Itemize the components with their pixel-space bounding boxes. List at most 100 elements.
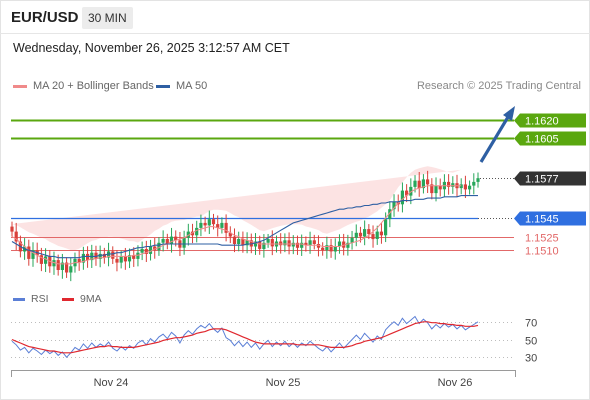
- candle-body: [375, 231, 379, 239]
- candle-body: [60, 262, 64, 270]
- candle-body: [304, 242, 308, 246]
- candle-body: [211, 219, 216, 225]
- candle-body: [283, 240, 287, 246]
- candle-body: [333, 246, 337, 252]
- candle-body: [136, 252, 140, 259]
- rsi-ma-line: [11, 321, 479, 354]
- candle-body: [325, 245, 329, 251]
- candle-body: [346, 242, 350, 248]
- candle-body: [430, 184, 434, 194]
- candle-body: [207, 219, 211, 226]
- pivot-tag-label-3: 1.1545: [525, 214, 559, 226]
- candle-body: [379, 231, 383, 236]
- pivot-tag-3: [514, 211, 586, 226]
- timestamp: Wednesday, November 26, 2025 3:12:57 AM …: [13, 41, 290, 55]
- candle-body: [39, 255, 43, 264]
- candle-body: [161, 239, 165, 243]
- candle-body: [451, 183, 455, 187]
- candle-body: [262, 242, 266, 249]
- candle-body: [241, 239, 245, 246]
- candle-body: [287, 240, 291, 247]
- ma20-line: [11, 185, 462, 265]
- candle-body: [77, 258, 81, 263]
- target-arrow-shaft: [479, 116, 510, 163]
- legend-rsi-label: RSI: [31, 293, 49, 305]
- candle-body: [358, 232, 363, 237]
- candle-body: [140, 249, 144, 253]
- candle-body: [119, 256, 123, 263]
- candle-body: [153, 246, 157, 251]
- candle-body: [295, 242, 300, 248]
- candle-body: [354, 232, 358, 238]
- candle-body: [417, 180, 421, 189]
- candle-body: [203, 222, 207, 226]
- candle-body: [10, 226, 14, 232]
- candle-body: [216, 224, 220, 228]
- candle-body: [384, 219, 388, 236]
- candle-body: [186, 231, 190, 238]
- candle-body: [409, 186, 413, 196]
- candle-body: [132, 255, 136, 259]
- candle-body: [459, 184, 463, 189]
- candle-body: [468, 185, 472, 190]
- candle-body: [157, 242, 161, 251]
- candle-body: [220, 222, 224, 228]
- candle-body: [44, 256, 48, 264]
- resistance-tag-label-0: 1.1620: [525, 116, 559, 128]
- symbol-label[interactable]: EUR/USD: [11, 9, 79, 26]
- target-arrow-head: [503, 106, 515, 121]
- candle-body: [329, 245, 333, 252]
- current-tag-2: [514, 171, 586, 186]
- candle-body: [65, 262, 69, 273]
- legend-9ma: 9MA: [62, 293, 102, 305]
- candle-body: [174, 236, 178, 241]
- legend-ma20-label: MA 20 + Bollinger Bands: [33, 80, 154, 92]
- candle-body: [56, 260, 60, 270]
- candle-body: [52, 260, 56, 267]
- timeframe-button[interactable]: 30 MIN: [82, 7, 133, 29]
- candle-body: [337, 241, 342, 247]
- rsi-swatch: [13, 297, 25, 301]
- candle-body: [182, 237, 186, 248]
- rsi-tick-label: 30: [525, 353, 537, 365]
- candle-body: [98, 253, 102, 259]
- candle-body: [195, 227, 199, 236]
- candle-body: [472, 181, 476, 186]
- candle-body: [148, 246, 153, 254]
- candle-body: [392, 201, 396, 210]
- candle-body: [31, 250, 35, 259]
- rsi-line: [11, 315, 479, 358]
- candle-body: [388, 209, 392, 220]
- candle-body: [232, 236, 237, 244]
- candle-body: [199, 222, 203, 228]
- candle-body: [421, 179, 425, 189]
- ma50-swatch: [156, 84, 170, 88]
- candle-body: [111, 251, 115, 259]
- candle-body: [228, 232, 232, 237]
- candle-body: [14, 231, 18, 242]
- candle-body: [123, 256, 127, 262]
- legend-ma50: MA 50: [156, 80, 207, 92]
- x-tick-label: Nov 26: [438, 377, 473, 389]
- candle-body: [312, 240, 316, 244]
- header-divider: [0, 33, 590, 34]
- candle-body: [308, 240, 312, 246]
- x-tick-label: Nov 24: [94, 377, 129, 389]
- candle-body: [426, 179, 430, 185]
- legend-9ma-label: 9MA: [80, 293, 102, 305]
- candle-body: [115, 258, 119, 263]
- resistance-tag-1: [514, 131, 586, 146]
- candle-body: [86, 253, 90, 261]
- candle-body: [405, 190, 409, 196]
- candle-body: [476, 178, 480, 182]
- candle-body: [291, 242, 295, 247]
- candle-body: [316, 244, 321, 248]
- candle-body: [258, 241, 262, 249]
- bollinger-band: [12, 166, 462, 251]
- legend-rsi: RSI: [13, 293, 49, 305]
- candle-body: [350, 237, 354, 243]
- ma50-line: [11, 195, 478, 259]
- candle-body: [94, 252, 98, 259]
- candle-body: [190, 231, 195, 236]
